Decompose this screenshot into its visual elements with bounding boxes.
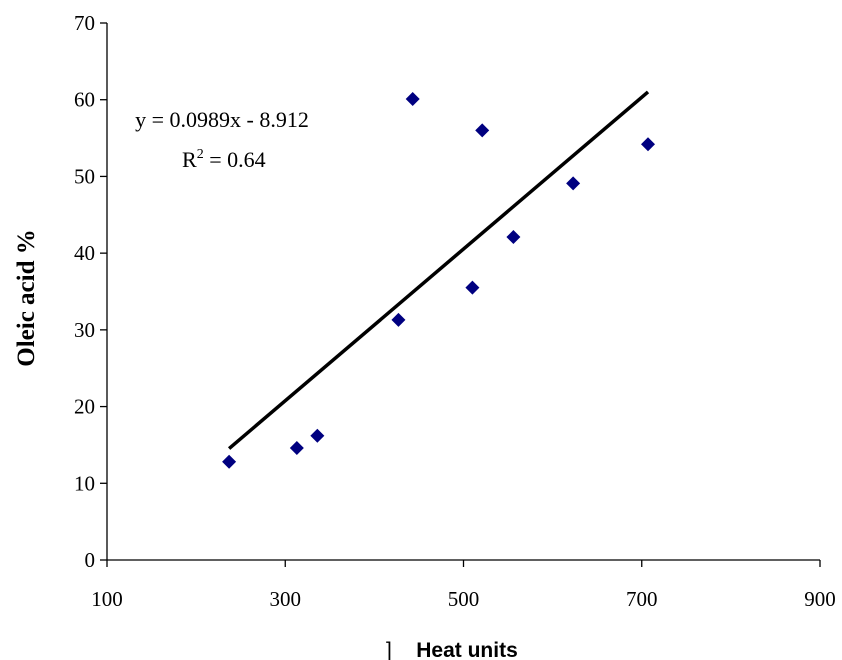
y-tick-label: 20 [74, 395, 95, 419]
data-point [475, 123, 490, 138]
data-point [506, 230, 521, 245]
r-squared-label: R2 = 0.64 [182, 147, 266, 172]
y-tick-label: 0 [85, 548, 96, 572]
data-point [391, 312, 406, 327]
y-tick-label: 40 [74, 241, 95, 265]
trendline-equation: y = 0.0989x - 8.912 [135, 107, 309, 132]
r-squared-prefix: R [182, 147, 197, 172]
x-tick-label: 900 [804, 587, 836, 611]
trendline [227, 90, 650, 450]
data-point [405, 91, 420, 106]
y-tick-label: 30 [74, 318, 95, 342]
axes [106, 23, 820, 561]
y-tick-label: 70 [74, 11, 95, 35]
trendline-group [227, 90, 650, 450]
y-ticks: 0 10 20 30 40 50 60 70 [74, 11, 107, 572]
x-axis-title-prefix: ] [386, 639, 392, 660]
data-point [289, 440, 304, 455]
y-tick-label: 60 [74, 88, 95, 112]
y-axis-title: Oleic acid % [13, 229, 40, 366]
data-point [640, 137, 655, 152]
x-tick-label: 300 [270, 587, 302, 611]
data-point [566, 176, 581, 191]
y-tick-label: 10 [74, 471, 95, 495]
x-tick-label: 500 [448, 587, 480, 611]
data-point [222, 454, 237, 469]
data-points [222, 91, 655, 469]
x-tick-label: 700 [626, 587, 658, 611]
y-tick-label: 50 [74, 164, 95, 188]
x-tick-label: 100 [91, 587, 123, 611]
x-ticks: 100 300 500 700 900 [91, 560, 836, 611]
r-squared-superscript: 2 [197, 147, 204, 162]
r-squared-value: = 0.64 [204, 147, 266, 172]
x-axis-title: Heat units [416, 639, 518, 660]
data-point [310, 428, 325, 443]
data-point [465, 280, 480, 295]
